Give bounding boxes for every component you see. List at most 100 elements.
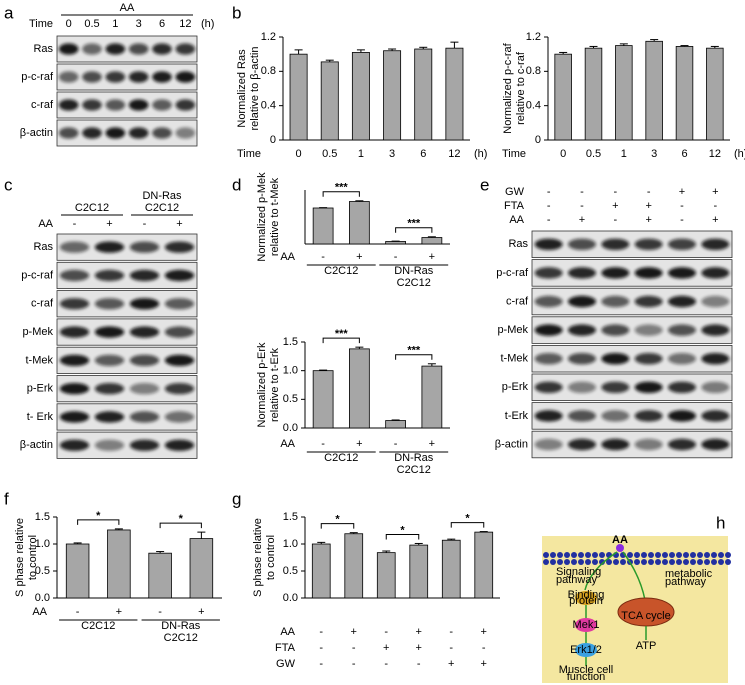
group-label: C2C12 <box>397 464 431 476</box>
bar <box>421 365 443 429</box>
blot-band <box>59 354 90 367</box>
blot-strip <box>531 402 733 430</box>
arrow <box>622 551 646 601</box>
y-tick-label: 1.2 <box>261 31 276 43</box>
blot-row-label: p-Erk <box>502 381 529 393</box>
significance: * <box>465 512 470 524</box>
condition-sign: + <box>106 218 112 230</box>
membrane-bead <box>613 559 619 565</box>
error-bar <box>427 363 436 367</box>
organelle-label: TCA cycle <box>621 610 671 622</box>
bar <box>349 348 370 429</box>
bracket <box>395 354 433 360</box>
blot-band <box>164 354 195 367</box>
blot-band <box>601 438 630 451</box>
panel-label: e <box>480 175 489 194</box>
significance: *** <box>335 328 349 340</box>
condition-sign: + <box>429 438 435 450</box>
unit: (h) <box>734 148 745 160</box>
membrane-bead <box>718 552 724 558</box>
blot-band <box>634 324 663 336</box>
y-tick-label: 0.8 <box>526 65 541 77</box>
membrane-bead <box>599 552 605 558</box>
blot-band <box>701 410 730 422</box>
blot-row-label: p-Mek <box>22 326 53 338</box>
y-tick-label: 0.5 <box>35 565 50 577</box>
bracket <box>322 191 360 197</box>
bar <box>376 552 396 599</box>
lane-label: 12 <box>179 18 191 30</box>
blot-band <box>94 439 125 451</box>
error-bar <box>479 531 488 533</box>
condition-sign: - <box>319 642 323 654</box>
condition-sign: - <box>580 186 584 198</box>
bar <box>351 52 370 141</box>
bracket <box>385 533 420 540</box>
bracket <box>322 337 360 344</box>
blot-band <box>668 410 696 422</box>
blot-row-label: p-c-raf <box>496 267 529 279</box>
blot-row-label: p-c-raf <box>21 71 54 83</box>
condition-sign: + <box>356 438 362 450</box>
condition-sign: - <box>482 642 486 654</box>
membrane-bead <box>662 559 668 565</box>
blot-group: DN-Ras <box>142 190 182 202</box>
blot-row-label: Ras <box>33 241 53 253</box>
condition-sign: - <box>158 606 162 618</box>
blot-band <box>105 71 126 83</box>
bar <box>554 53 572 141</box>
condition-name: FTA <box>504 200 525 212</box>
bar <box>414 48 433 141</box>
condition-sign: - <box>321 251 325 263</box>
blot-band <box>152 127 172 139</box>
membrane-bead <box>648 552 654 558</box>
blot-band <box>568 324 596 336</box>
blot-band <box>534 410 563 422</box>
blot-band <box>634 238 663 251</box>
condition-name: GW <box>276 658 296 670</box>
blot-band <box>59 326 90 338</box>
blot-band <box>601 238 630 251</box>
unit: (h) <box>474 148 487 160</box>
blot-group: C2C12 <box>75 202 109 214</box>
error-bar <box>427 236 436 238</box>
condition-sign: + <box>448 658 454 670</box>
error-bar <box>349 532 358 534</box>
bar <box>615 45 633 141</box>
error-bar <box>114 528 123 530</box>
blot-band <box>59 382 90 395</box>
blot-row-label: β-actin <box>495 438 528 450</box>
significance: *** <box>407 218 421 230</box>
lane-label: 0.5 <box>84 18 99 30</box>
membrane-bead <box>606 559 612 565</box>
blot-band <box>175 99 196 111</box>
blot-band <box>634 267 663 279</box>
x-axis-label: Time <box>237 148 261 160</box>
error-bar <box>73 542 82 544</box>
y-tick-label: 0.0 <box>283 592 298 604</box>
bracket <box>395 227 433 233</box>
y-axis-label: Normalized Ras <box>236 49 248 128</box>
condition-sign: + <box>481 658 487 670</box>
membrane-bead <box>704 552 710 558</box>
blot-band <box>534 267 563 279</box>
x-tick-label: 12 <box>448 148 460 160</box>
condition-sign: - <box>319 658 323 670</box>
blot-band <box>668 267 696 279</box>
lane-label: 0 <box>66 18 72 30</box>
error-bar <box>197 531 206 539</box>
y-tick-label: 1.0 <box>283 365 298 377</box>
node <box>575 618 597 632</box>
y-tick-label: 0.4 <box>526 100 541 112</box>
bar <box>474 531 494 599</box>
x-tick-label: 12 <box>709 148 721 160</box>
ligand-label: AA <box>612 534 628 546</box>
y-tick-label: 1.5 <box>35 511 50 523</box>
membrane-bead <box>599 559 605 565</box>
membrane-bead <box>620 559 626 565</box>
panel-label: a <box>4 3 14 22</box>
blot-band <box>59 241 90 253</box>
y-axis-label: relative to c-raf <box>515 51 527 125</box>
error-bar <box>450 41 459 49</box>
membrane-bead <box>557 552 563 558</box>
